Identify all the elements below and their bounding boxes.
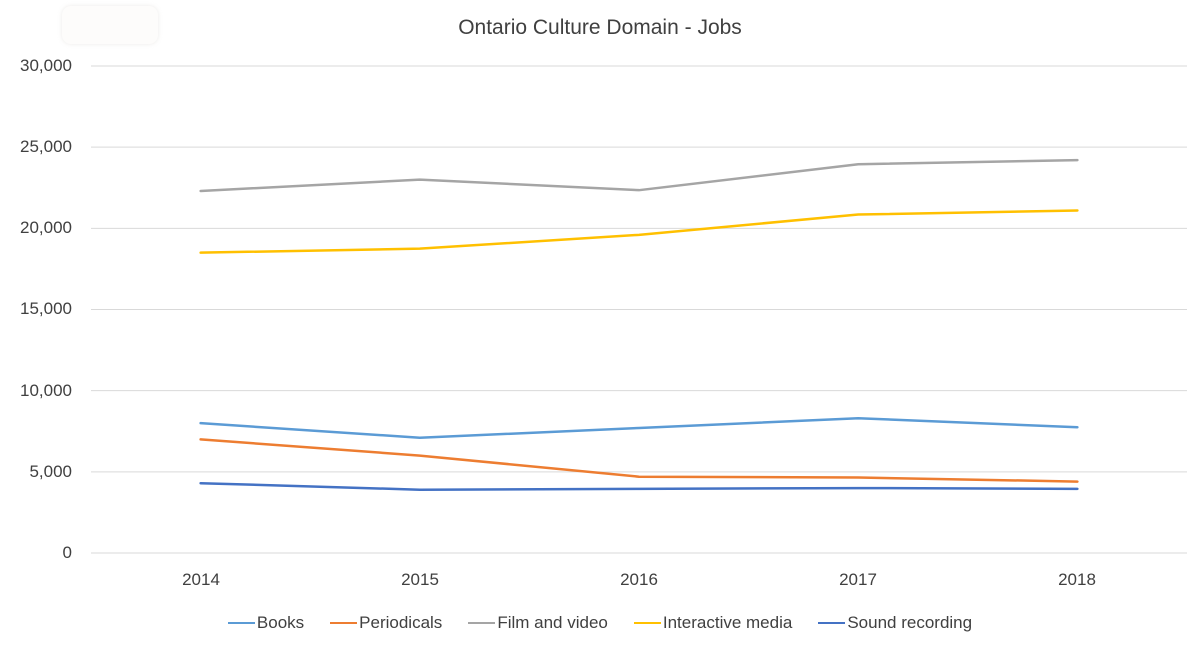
x-tick-label: 2016 <box>620 570 658 589</box>
legend: Books Periodicals Film and video Interac… <box>0 613 1200 633</box>
y-tick-label: 20,000 <box>20 218 72 237</box>
legend-label: Sound recording <box>847 613 973 632</box>
sound-recording-line-swatch-icon <box>818 621 846 625</box>
y-tick-label: 5,000 <box>29 462 72 481</box>
legend-label: Periodicals <box>359 613 443 632</box>
y-tick-label: 25,000 <box>20 137 72 156</box>
film-and-video-line-swatch-icon <box>468 621 496 625</box>
legend-label: Film and video <box>497 613 608 632</box>
faded-overlay-artifact <box>62 6 158 44</box>
interactive-media-line-swatch-icon <box>633 621 661 625</box>
y-tick-label: 30,000 <box>20 56 72 75</box>
y-tick-label: 15,000 <box>20 299 72 318</box>
legend-item-sound-recording: Sound recording <box>818 613 972 633</box>
legend-item-books: Books <box>227 613 305 633</box>
legend-label: Interactive media <box>662 613 793 632</box>
legend-item-film-and-video: Film and video <box>468 613 608 633</box>
x-tick-label: 2018 <box>1058 570 1096 589</box>
chart-title: Ontario Culture Domain - Jobs <box>458 16 742 39</box>
y-tick-label: 0 <box>62 543 72 562</box>
periodicals-line-swatch-icon <box>330 621 358 625</box>
legend-item-periodicals: Periodicals <box>330 613 442 633</box>
legend-label: Books <box>256 613 305 632</box>
x-tick-label: 2014 <box>182 570 220 589</box>
x-tick-label: 2015 <box>401 570 439 589</box>
x-tick-label: 2017 <box>839 570 877 589</box>
legend-item-interactive-media: Interactive media <box>633 613 793 633</box>
y-tick-label: 10,000 <box>20 381 72 400</box>
books-line-swatch-icon <box>227 621 255 625</box>
